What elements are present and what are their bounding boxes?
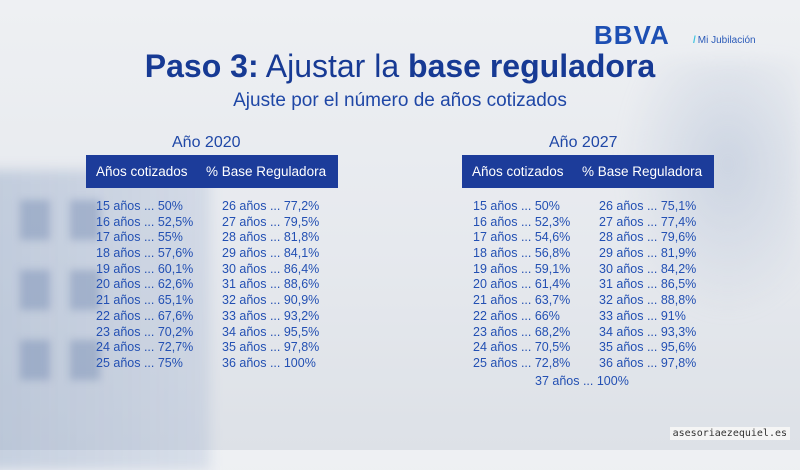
table-row: 29 años ... 81,9% [599, 246, 697, 261]
background-window [70, 270, 100, 310]
header-years: Años cotizados [96, 164, 188, 179]
table-row: 26 años ... 77,2% [222, 199, 320, 213]
table-row: 18 años ... 56,8% [473, 246, 571, 261]
table-row: 31 años ... 86,5% [599, 277, 697, 292]
table-row: 25 años ... 72,8% [473, 355, 571, 370]
table-row: 15 años ... 50% [96, 199, 183, 213]
table-row: 19 años ... 59,1% [473, 261, 571, 276]
table-header-2027: Años cotizados % Base Reguladora [462, 155, 714, 188]
table-row: 33 años ... 93,2% [222, 308, 320, 323]
table-year-2027: Año 2027 [549, 134, 618, 151]
table-row: 18 años ... 57,6% [96, 246, 194, 261]
table-row: 36 años ... 100% [222, 355, 316, 370]
table-row: 24 años ... 70,5% [473, 340, 571, 355]
table-row: 34 años ... 95,5% [222, 324, 320, 339]
table-2020-left-column: 15 años ... 50% 16 años ... 52,5% 17 años … [96, 199, 193, 372]
table-row: 17 años ... 54,6% [473, 230, 571, 245]
table-row: 34 años ... 93,3% [599, 324, 697, 339]
table-2027-right-column: 26 años ... 75,1% 27 años ... 77,4% 28 año… [599, 199, 696, 372]
table-row: 25 años ... 75% [96, 355, 183, 370]
table-row: 32 años ... 88,8% [599, 293, 697, 308]
table-row: 21 años ... 65,1% [96, 293, 194, 308]
table-row: 23 años ... 70,2% [96, 324, 194, 339]
table-row: 30 años ... 86,4% [222, 261, 320, 276]
bbva-logo: BBVA [594, 20, 670, 50]
table-row: 19 años ... 60,1% [96, 261, 194, 276]
table-row: 36 años ... 97,8% [599, 355, 697, 370]
table-2027-left-column: 15 años ... 50% 16 años ... 52,3% 17 años … [473, 199, 570, 372]
table-row: 16 años ... 52,5% [96, 214, 194, 229]
page-subtitle: Ajuste por el número de años cotizados [233, 90, 567, 111]
background-window [70, 340, 100, 380]
background-blur [620, 60, 800, 320]
table-row: 27 años ... 79,5% [222, 214, 320, 229]
header-years: Años cotizados [472, 164, 564, 179]
page-title: Paso 3: Ajustar la base reguladora [144, 48, 656, 84]
table-row: 15 años ... 50% [473, 199, 560, 213]
background-window [20, 270, 50, 310]
table-row: 22 años ... 66% [473, 308, 560, 323]
background-window [20, 340, 50, 380]
table-row: 30 años ... 84,2% [599, 261, 697, 276]
table-row: 28 años ... 81,8% [222, 230, 320, 245]
table-row: 16 años ... 52,3% [473, 214, 571, 229]
table-row: 24 años ... 72,7% [96, 340, 194, 355]
table-row: 27 años ... 77,4% [599, 214, 697, 229]
background-window [70, 200, 100, 240]
table-header-2020: Años cotizados % Base Reguladora [86, 155, 338, 188]
table-row: 28 años ... 79,6% [599, 230, 697, 245]
watermark: asesoriaezequiel.es [669, 427, 790, 440]
table-row: 23 años ... 68,2% [473, 324, 571, 339]
background-building [0, 170, 210, 470]
header-percent: % Base Reguladora [582, 164, 703, 179]
slash-icon: / [693, 35, 696, 46]
table-row: 22 años ... 67,6% [96, 308, 194, 323]
table-row: 29 años ... 84,1% [222, 246, 320, 261]
table-row: 20 años ... 62,6% [96, 277, 194, 292]
header-percent: % Base Reguladora [206, 164, 327, 179]
table-row: 20 años ... 61,4% [473, 277, 571, 292]
table-row: 31 años ... 88,6% [222, 277, 320, 292]
table-row: 35 años ... 95,6% [599, 340, 697, 355]
table-row: 33 años ... 91% [599, 308, 686, 323]
table-row: 35 años ... 97,8% [222, 340, 320, 355]
table-2027-extra-row: 37 años ... 100% [535, 374, 629, 388]
table-row: 17 años ... 55% [96, 230, 183, 245]
table-row: 21 años ... 63,7% [473, 293, 571, 308]
table-row: 26 años ... 75,1% [599, 199, 697, 213]
table-year-2020: Año 2020 [172, 134, 241, 151]
logo-subtitle: / Mi Jubilación [693, 35, 756, 46]
background-window [20, 200, 50, 240]
table-2020-right-column: 26 años ... 77,2% 27 años ... 79,5% 28 año… [222, 199, 319, 372]
table-row: 32 años ... 90,9% [222, 293, 320, 308]
